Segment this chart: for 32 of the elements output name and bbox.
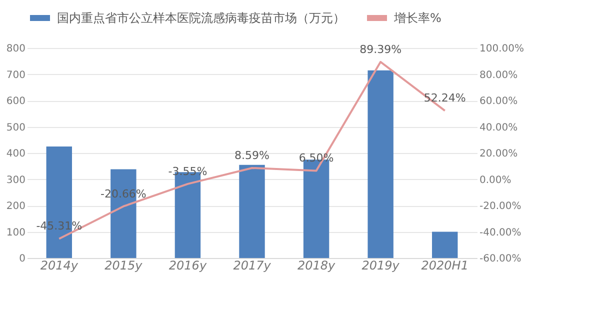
y-tick-label: 700 — [6, 70, 26, 81]
x-tick-label: 2016y — [168, 258, 208, 272]
legend-label: 国内重点省市公立样本医院流感病毒疫苗市场（万元） — [57, 11, 345, 25]
y2-tick-label: -40.00% — [480, 227, 522, 238]
y2-tick-label: 60.00% — [480, 96, 518, 107]
y2-tick-label: 40.00% — [480, 122, 518, 134]
y-tick-label: 100 — [6, 227, 26, 238]
bar — [432, 232, 458, 258]
bar — [368, 70, 394, 258]
y2-tick-label: -60.00% — [480, 254, 522, 264]
y-tick-label: 800 — [6, 44, 26, 54]
x-tick-label: 2014y — [40, 258, 79, 272]
x-tick-label: 2018y — [297, 258, 336, 272]
y-tick-label: 400 — [6, 148, 26, 160]
y2-tick-label: -20.00% — [480, 201, 522, 212]
x-tick-label: 2019y — [362, 258, 400, 272]
y-tick-label: 200 — [6, 201, 26, 212]
y-tick-label: 0 — [19, 254, 26, 264]
x-tick-label: 2017y — [233, 258, 272, 272]
legend-label: 增长率% — [393, 11, 442, 25]
y2-tick-label: 20.00% — [480, 148, 518, 160]
y-tick-label: 300 — [6, 174, 26, 186]
x-tick-label: 2015y — [104, 258, 144, 272]
y2-tick-label: 80.00% — [480, 70, 518, 81]
y-tick-label: 500 — [6, 122, 26, 134]
data-label: 8.59% — [234, 148, 270, 162]
y-tick-label: 600 — [6, 96, 26, 107]
y2-tick-label: 100.00% — [480, 44, 524, 54]
x-tick-label: 2020H1 — [421, 258, 468, 272]
bar — [239, 164, 265, 258]
y2-tick-label: 0.00% — [480, 174, 512, 186]
data-label: 89.39% — [360, 42, 402, 56]
